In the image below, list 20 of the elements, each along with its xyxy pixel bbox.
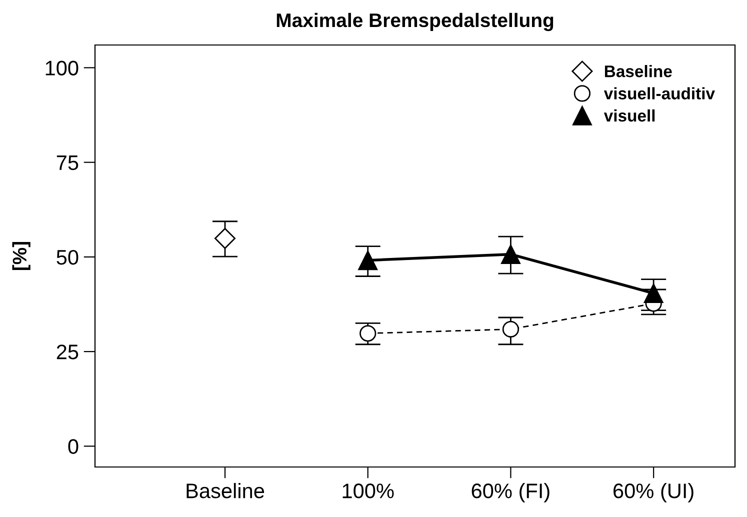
legend-label: visuell-auditiv (604, 87, 715, 100)
x-tick-label: 60% (UI) (614, 482, 694, 502)
y-tick-label: 50 (56, 250, 78, 265)
y-tick-label: 0 (68, 439, 78, 454)
point (214, 228, 236, 249)
y-tick-label: 100 (46, 60, 78, 76)
y-axis-title: [%] (12, 242, 30, 270)
point (502, 320, 520, 338)
x-tick-label: 60% (FI) (472, 482, 550, 502)
point (644, 284, 664, 303)
x-tick-label: 100% (342, 484, 394, 498)
point (500, 244, 520, 264)
x-tick-label: Baseline (186, 482, 264, 498)
chart-title: Maximale Bremspedalstellung (276, 12, 554, 32)
legend-label: Baseline (604, 65, 672, 78)
y-tick-label: 25 (56, 344, 78, 360)
point (360, 325, 376, 342)
y-tick-label: 75 (56, 156, 78, 170)
legend-label: visuell (604, 109, 655, 122)
point (358, 250, 378, 270)
